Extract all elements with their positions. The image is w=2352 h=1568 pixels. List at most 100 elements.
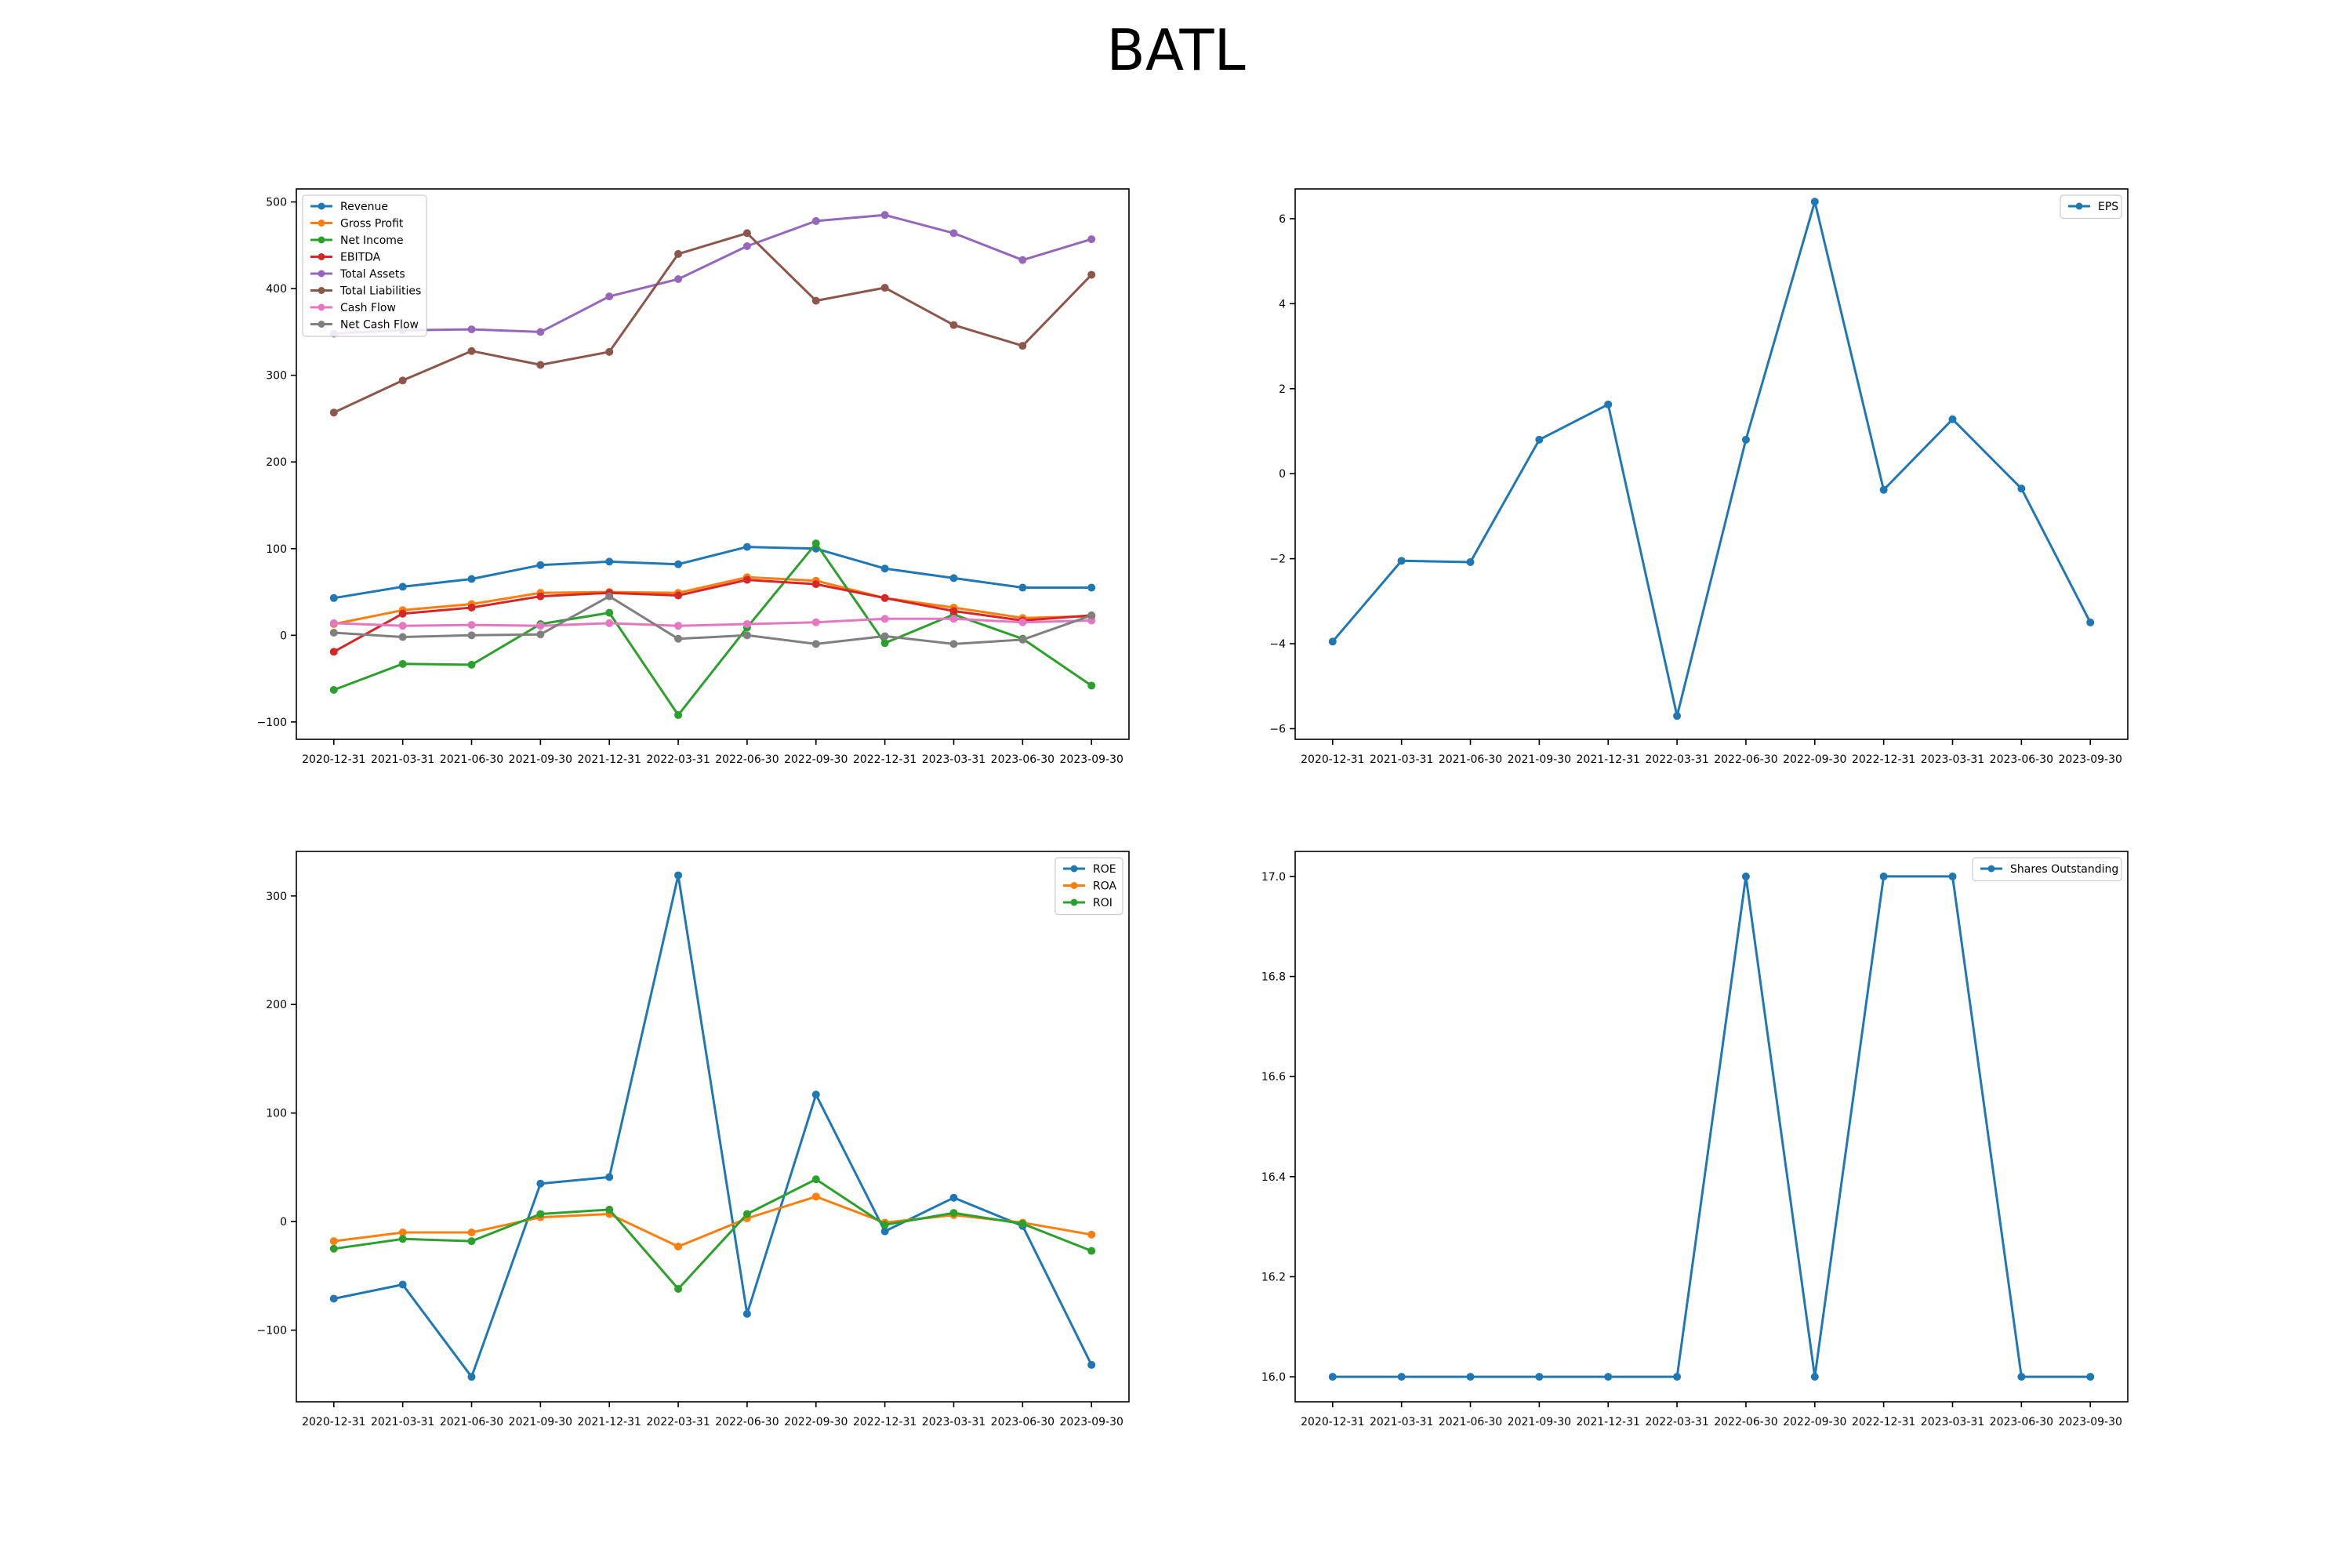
x-tick-label: 2021-09-30: [1508, 753, 1571, 766]
x-tick-label: 2022-09-30: [1783, 753, 1846, 766]
x-tick-label: 2021-12-31: [1577, 753, 1640, 766]
data-point-roe: [811, 1091, 820, 1099]
series-line-cash-flow: [333, 617, 1092, 627]
legend-label-net-income: Net Income: [340, 234, 404, 247]
x-tick-label: 2022-03-31: [1645, 1416, 1708, 1428]
data-point-net-cash-flow: [605, 592, 614, 601]
legend-label-gross-profit: Gross Profit: [340, 218, 404, 230]
data-point-shares-outstanding: [1810, 1373, 1819, 1381]
data-point-revenue: [536, 561, 545, 569]
data-point-roe: [949, 1193, 958, 1202]
series-line-roe: [333, 874, 1093, 1378]
x-tick-label: 2022-09-30: [1783, 1416, 1846, 1428]
legend-box: [1972, 857, 2122, 882]
legend-marker-revenue: [318, 202, 325, 210]
data-point-roa: [398, 1229, 407, 1236]
legend-label-total-liabilities: Total Liabilities: [339, 285, 421, 298]
data-point-net-income: [605, 608, 614, 617]
data-point-roa: [811, 1192, 820, 1201]
y-tick-label: 200: [266, 456, 287, 469]
data-point-net-cash-flow: [1087, 611, 1096, 619]
data-point-ebitda: [811, 580, 820, 589]
y-tick-label: −100: [257, 1325, 287, 1338]
axes-frame: [1294, 851, 2129, 1403]
x-tick-label: 2023-06-30: [991, 753, 1054, 766]
series-line-net-income: [333, 542, 1093, 717]
data-point-cash-flow: [329, 619, 338, 627]
data-point-total-liabilities: [880, 284, 889, 292]
data-point-roe: [1087, 1360, 1096, 1369]
legend: EPS: [2060, 194, 2122, 220]
data-point-total-liabilities: [605, 347, 614, 356]
y-tick-label: 16.0: [1261, 1371, 1286, 1384]
data-point-eps: [1397, 557, 1406, 565]
x-tick-label: 2021-06-30: [440, 753, 503, 766]
legend-marker-gross-profit: [318, 220, 325, 227]
data-point-total-assets: [1018, 256, 1027, 264]
data-point-eps: [1466, 557, 1475, 566]
data-point-revenue: [1087, 583, 1096, 592]
x-tick-label: 2020-12-31: [1301, 1416, 1364, 1428]
data-point-ebitda: [536, 592, 545, 601]
data-point-shares-outstanding: [1948, 872, 1957, 880]
chart-panel-1: 2020-12-31 2021-03-31 2021-06-30 2021-09-30…: [257, 188, 1130, 766]
legend: Revenue Gross Profit Net Income EBITDA Total…: [302, 194, 427, 337]
data-point-revenue: [467, 575, 476, 583]
data-point-ebitda: [398, 609, 407, 618]
data-point-total-liabilities: [536, 361, 545, 369]
data-point-ebitda: [880, 593, 889, 602]
data-point-roi: [1018, 1219, 1027, 1228]
data-point-eps: [1741, 435, 1750, 444]
series-line-roa: [333, 1195, 1092, 1248]
legend-marker-eps: [2075, 202, 2083, 210]
data-point-cash-flow: [398, 622, 407, 630]
data-point-roi: [949, 1209, 958, 1218]
data-point-roi: [536, 1210, 545, 1218]
data-point-roi: [605, 1205, 614, 1214]
data-point-total-assets: [605, 292, 614, 301]
data-point-net-cash-flow: [811, 640, 820, 648]
data-point-revenue: [398, 583, 407, 591]
data-point-total-liabilities: [1018, 342, 1027, 350]
legend-label-revenue: Revenue: [340, 201, 388, 213]
data-point-roe: [742, 1309, 751, 1318]
y-tick-label: 16.6: [1261, 1071, 1286, 1083]
figure-title: BATL: [1106, 17, 1246, 83]
y-tick-label: 16.8: [1261, 971, 1286, 984]
data-point-roe: [880, 1227, 889, 1236]
data-point-total-assets: [536, 328, 545, 336]
data-point-roi: [674, 1285, 683, 1293]
y-tick-label: −6: [1269, 723, 1286, 735]
data-point-net-cash-flow: [1018, 635, 1027, 644]
data-point-ebitda: [742, 575, 751, 584]
legend-label-shares-outstanding: Shares Outstanding: [2010, 863, 2118, 876]
data-point-roi: [1087, 1247, 1096, 1255]
data-point-ebitda: [949, 607, 958, 615]
data-point-total-liabilities: [398, 376, 407, 385]
data-point-shares-outstanding: [1397, 1373, 1406, 1381]
x-tick-label: 2021-06-30: [1439, 1416, 1502, 1428]
y-tick-label: −4: [1269, 638, 1286, 651]
legend-marker-cash-flow: [318, 303, 325, 311]
data-point-revenue: [949, 574, 958, 583]
data-point-eps: [2086, 618, 2095, 626]
axes-frame: [296, 188, 1130, 740]
data-point-revenue: [1018, 583, 1027, 592]
x-tick-label: 2023-03-31: [1921, 753, 1984, 766]
data-point-cash-flow: [880, 615, 889, 623]
series-line-shares-outstanding: [1332, 875, 2091, 1378]
legend-marker-roa: [1070, 882, 1078, 889]
data-point-total-assets: [1087, 235, 1096, 244]
legend-marker-net-income: [318, 236, 325, 244]
data-point-total-liabilities: [1087, 270, 1096, 279]
x-tick-label: 2023-09-30: [1060, 753, 1123, 766]
legend-marker-shares-outstanding: [1987, 865, 1995, 873]
x-tick-label: 2021-03-31: [1370, 753, 1433, 766]
data-point-shares-outstanding: [1604, 1373, 1613, 1381]
x-tick-label: 2022-03-31: [1645, 753, 1708, 766]
axes-frame: [1294, 188, 2129, 740]
data-point-total-assets: [811, 216, 820, 225]
x-tick-label: 2022-12-31: [1852, 1416, 1915, 1428]
data-point-roi: [742, 1210, 751, 1218]
